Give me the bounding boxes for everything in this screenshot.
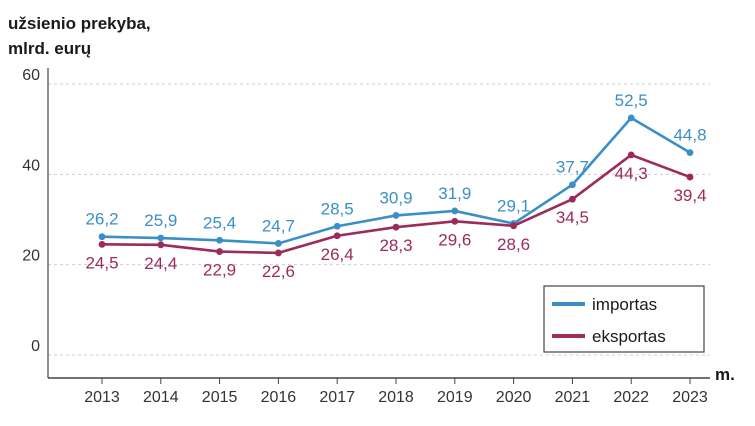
grid-lines (48, 83, 710, 356)
data-label-importas: 25,9 (144, 211, 177, 230)
data-point-eksportas (98, 240, 106, 248)
x-tick-label: 2022 (613, 389, 649, 406)
data-label-importas: 28,5 (321, 199, 354, 218)
x-axis-unit: m. (715, 365, 735, 384)
data-point-importas (569, 181, 576, 189)
data-label-importas: 30,9 (379, 188, 412, 207)
x-tick-label: 2016 (261, 389, 297, 406)
data-point-importas (216, 236, 224, 244)
y-axis-label: mlrd. eurų (8, 39, 91, 58)
data-label-importas: 26,2 (85, 210, 118, 229)
chart-title: užsienio prekyba, (8, 14, 151, 33)
data-point-eksportas (627, 151, 635, 159)
data-label-eksportas: 34,5 (556, 208, 589, 227)
data-point-eksportas (569, 195, 576, 203)
data-point-importas (98, 233, 106, 241)
data-label-eksportas: 24,4 (144, 254, 177, 273)
data-label-eksportas: 44,3 (615, 164, 648, 183)
legend-label-eksportas: eksportas (592, 327, 666, 346)
x-tick-label: 2020 (496, 389, 532, 406)
data-label-eksportas: 26,4 (321, 245, 354, 264)
legend: importas eksportas (543, 285, 705, 353)
data-label-eksportas: 28,6 (497, 235, 530, 254)
data-point-importas (392, 212, 400, 219)
data-label-eksportas: 24,5 (85, 253, 118, 272)
x-tick-label: 2023 (672, 389, 708, 406)
data-point-importas (275, 240, 282, 247)
data-label-importas: 24,7 (262, 216, 295, 235)
series-group: 26,2 25,9 25,4 24,7 28,5 30,9 31,9 29,1 37,7 52,5… (85, 91, 706, 281)
data-point-eksportas (157, 241, 165, 249)
data-label-eksportas: 22,6 (262, 262, 295, 281)
data-label-eksportas: 28,3 (379, 236, 412, 255)
data-point-eksportas (275, 249, 282, 257)
data-point-eksportas (451, 217, 459, 225)
x-tick-label: 2021 (555, 389, 591, 406)
data-point-importas (333, 222, 341, 230)
x-tick-label: 2014 (143, 389, 179, 406)
x-tick-label: 2013 (84, 389, 120, 406)
legend-label-importas: importas (592, 295, 657, 314)
y-tick-label: 20 (22, 248, 40, 265)
data-label-eksportas: 39,4 (673, 186, 706, 205)
x-tick-label: 2018 (378, 389, 414, 406)
x-tick-label: 2017 (319, 389, 355, 406)
data-point-eksportas (686, 173, 694, 181)
data-label-importas: 31,9 (438, 184, 471, 203)
data-label-eksportas: 22,9 (203, 261, 236, 280)
data-label-importas: 37,7 (556, 158, 589, 177)
data-point-eksportas (392, 223, 400, 231)
y-tick-label: 60 (22, 67, 40, 84)
y-tick-label: 40 (22, 157, 40, 174)
data-point-eksportas (510, 222, 517, 230)
y-tick-label: 0 (31, 338, 40, 355)
data-point-eksportas (333, 232, 341, 240)
x-axis: 2013 2014 2015 2016 2017 2018 2019 2020 2021 2022… (47, 68, 710, 406)
data-label-importas: 29,1 (497, 197, 530, 216)
data-label-importas: 25,4 (203, 213, 236, 232)
y-tick-labels: 60 40 20 0 (22, 67, 40, 355)
data-point-importas (686, 149, 694, 157)
data-point-importas (627, 114, 635, 122)
data-label-eksportas: 29,6 (438, 230, 471, 249)
x-tick-label: 2015 (202, 389, 238, 406)
data-label-importas: 52,5 (615, 91, 648, 110)
data-label-importas: 44,8 (673, 126, 706, 145)
data-point-eksportas (216, 248, 224, 255)
legend-box (543, 285, 705, 353)
data-point-importas (157, 234, 165, 242)
data-point-importas (451, 207, 459, 215)
x-tick-label: 2019 (437, 389, 473, 406)
